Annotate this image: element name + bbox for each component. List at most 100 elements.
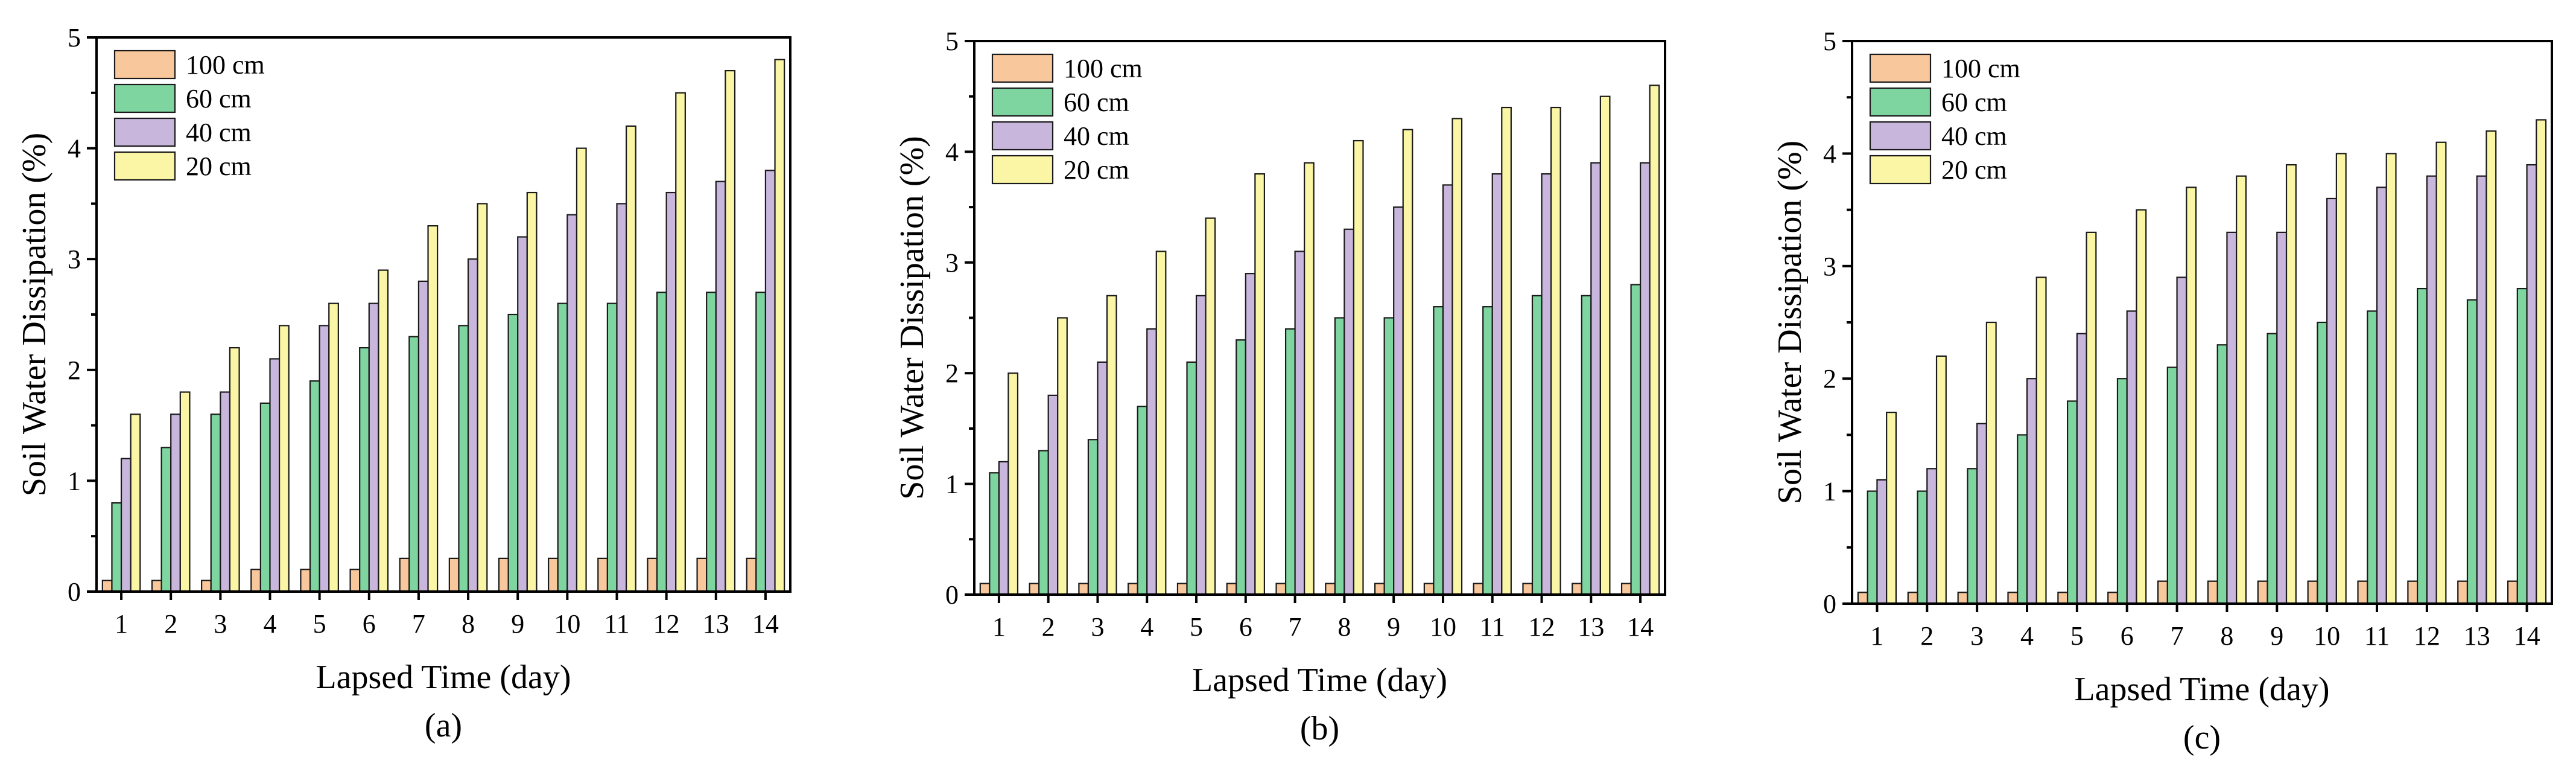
bar-60cm-day-7 [408, 336, 420, 593]
bar-100cm-day-3 [201, 580, 212, 593]
legend-label: 100 cm [186, 50, 265, 80]
bar-20cm-day-2 [1057, 317, 1068, 596]
y-tick-label: 3 [1823, 252, 1836, 281]
bar-60cm-day-4 [1137, 406, 1148, 596]
legend-swatch-40cm [991, 121, 1054, 151]
bar-60cm-day-6 [2116, 378, 2128, 605]
legend-swatch-20cm [113, 151, 176, 181]
bar-20cm-day-11 [2385, 153, 2397, 605]
bar-100cm-day-13 [2457, 580, 2469, 605]
y-tick-label: 2 [945, 359, 959, 388]
bar-60cm-day-13 [2466, 299, 2478, 605]
bar-60cm-day-5 [1186, 361, 1198, 596]
bar-20cm-day-6 [378, 269, 389, 593]
bar-40cm-day-4 [2026, 378, 2037, 605]
bar-60cm-day-1 [1867, 490, 1878, 605]
bar-100cm-day-2 [1907, 592, 1918, 605]
bar-60cm-day-10 [1433, 306, 1444, 596]
bar-100cm-day-11 [597, 557, 608, 593]
legend-swatch-20cm [991, 155, 1054, 185]
bar-20cm-day-12 [675, 92, 686, 593]
x-tick-label: 12 [653, 609, 680, 639]
bar-100cm-day-9 [498, 557, 509, 593]
bar-40cm-day-6 [368, 302, 379, 593]
bar-20cm-day-8 [1353, 139, 1364, 596]
bar-40cm-day-13 [2476, 175, 2487, 605]
bar-20cm-day-1 [130, 414, 141, 593]
bar-100cm-day-4 [1128, 583, 1138, 596]
bar-20cm-day-6 [1254, 173, 1266, 596]
bar-100cm-day-14 [746, 557, 757, 593]
bar-60cm-day-3 [1087, 439, 1099, 596]
bar-60cm-day-2 [1917, 490, 1928, 605]
legend-label: 60 cm [1064, 88, 1129, 117]
y-axis-title: Soil Water Dissipation (%) [893, 136, 931, 500]
x-tick-label: 11 [1480, 612, 1505, 642]
bar-60cm-day-7 [1284, 328, 1296, 596]
bar-100cm-day-11 [1473, 583, 1484, 596]
bar-100cm-day-7 [399, 557, 410, 593]
bar-60cm-day-3 [1967, 468, 1978, 605]
legend-swatch-40cm [1869, 121, 1932, 151]
bar-60cm-day-14 [1630, 284, 1642, 596]
y-tick-label: 3 [945, 248, 959, 278]
bar-20cm-day-7 [2186, 187, 2197, 605]
bar-100cm-day-8 [1325, 583, 1336, 596]
bar-100cm-day-6 [349, 569, 361, 593]
x-axis-title: Lapsed Time (day) [316, 659, 571, 696]
x-tick-label: 4 [2020, 621, 2034, 651]
bar-100cm-day-14 [1620, 583, 1632, 596]
legend: 100 cm 60 cm 40 cm 20 cm [113, 49, 265, 181]
bar-100cm-day-11 [2357, 580, 2368, 605]
bar-60cm-day-5 [309, 380, 320, 593]
bar-100cm-day-12 [647, 557, 658, 593]
x-tick-label: 8 [2220, 621, 2233, 651]
bar-40cm-day-1 [120, 458, 132, 593]
bar-60cm-day-11 [2367, 310, 2378, 605]
bar-60cm-day-10 [2317, 321, 2328, 605]
x-tick-label: 5 [313, 609, 326, 639]
bar-40cm-day-6 [1245, 273, 1256, 596]
bar-60cm-day-11 [606, 302, 618, 593]
x-tick-label: 12 [1529, 612, 1555, 642]
x-tick-label: 9 [1387, 612, 1400, 642]
bar-100cm-day-9 [2257, 580, 2268, 605]
legend-label: 20 cm [1064, 155, 1129, 185]
x-tick-label: 4 [1140, 612, 1153, 642]
panel-label: (c) [2183, 719, 2221, 756]
bar-20cm-day-7 [427, 225, 439, 593]
y-tick-label: 5 [945, 27, 959, 56]
bar-60cm-day-13 [706, 292, 717, 593]
bar-60cm-day-5 [2067, 400, 2078, 605]
bar-60cm-day-1 [111, 502, 122, 593]
panel-label: (b) [1300, 710, 1339, 747]
x-tick-label: 6 [1239, 612, 1252, 642]
bar-60cm-day-10 [557, 302, 568, 593]
bar-60cm-day-9 [1383, 317, 1395, 596]
bar-40cm-day-4 [1146, 328, 1157, 596]
bar-40cm-day-3 [1097, 361, 1108, 596]
bar-20cm-day-4 [279, 325, 290, 593]
x-tick-label: 13 [703, 609, 729, 639]
x-tick-label: 6 [2121, 621, 2134, 651]
bar-20cm-day-13 [2486, 130, 2497, 605]
bar-40cm-day-14 [1640, 162, 1651, 596]
bar-60cm-day-13 [1581, 295, 1592, 596]
bar-20cm-day-12 [1550, 106, 1561, 596]
bar-40cm-day-5 [2076, 333, 2087, 605]
bar-100cm-day-10 [2307, 580, 2318, 605]
legend-label: 100 cm [1064, 54, 1143, 83]
x-tick-label: 5 [1190, 612, 1203, 642]
bar-40cm-day-10 [1442, 184, 1453, 596]
bar-20cm-day-13 [1599, 95, 1611, 596]
bar-40cm-day-8 [1344, 228, 1355, 596]
bar-20cm-day-5 [328, 302, 339, 593]
bar-60cm-day-1 [989, 472, 1000, 596]
bar-20cm-day-10 [1451, 118, 1463, 596]
legend: 100 cm 60 cm 40 cm 20 cm [991, 53, 1143, 185]
y-tick-label: 0 [945, 580, 959, 610]
bar-40cm-day-2 [1047, 394, 1059, 596]
bar-20cm-day-5 [1205, 217, 1216, 596]
legend-swatch-100cm [991, 53, 1054, 83]
